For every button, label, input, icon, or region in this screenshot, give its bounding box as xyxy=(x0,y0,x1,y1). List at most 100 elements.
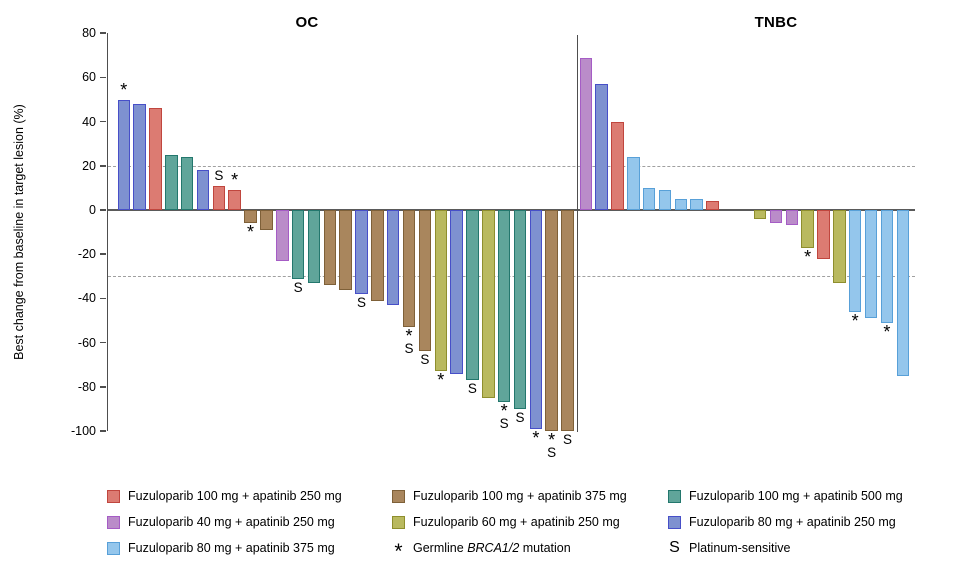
bar xyxy=(402,210,416,328)
legend-swatch-olive xyxy=(392,515,405,529)
legend-label: Fuzuloparib 100 mg + apatinib 250 mg xyxy=(128,489,342,503)
bar xyxy=(753,210,767,219)
legend-item: Fuzuloparib 100 mg + apatinib 500 mg xyxy=(668,483,903,509)
bar xyxy=(180,156,194,210)
legend-swatch-purple xyxy=(107,515,120,529)
legend-label: Fuzuloparib 60 mg + apatinib 250 mg xyxy=(413,515,620,529)
bar xyxy=(896,210,909,376)
bar xyxy=(355,210,368,294)
bar xyxy=(497,210,511,403)
legend-column: Fuzuloparib 100 mg + apatinib 250 mg Fuzu… xyxy=(107,483,342,561)
bar xyxy=(611,121,624,210)
y-tick-mark xyxy=(100,165,106,167)
y-tick-label: -80 xyxy=(77,379,96,394)
bar xyxy=(482,210,495,398)
s-symbol: S xyxy=(669,539,680,556)
bar xyxy=(561,210,574,431)
bar xyxy=(228,190,241,210)
y-tick-mark xyxy=(100,253,106,255)
brca-mutation-asterisk: * xyxy=(120,79,128,100)
y-tick-label: 20 xyxy=(82,158,96,173)
brca-mutation-asterisk: * xyxy=(532,427,540,448)
y-tick-label: -20 xyxy=(77,247,96,262)
brca-mutation-asterisk: * xyxy=(883,321,891,342)
bar xyxy=(196,170,210,210)
y-tick-mark xyxy=(100,341,106,344)
brca-mutation-asterisk: * xyxy=(804,246,812,267)
platinum-sensitive-s: S xyxy=(563,432,573,447)
brca-mutation-asterisk: * xyxy=(437,370,445,391)
brca-mutation-asterisk: * xyxy=(231,170,239,191)
platinum-sensitive-s: S xyxy=(515,409,525,425)
legend-label: Platinum-sensitive xyxy=(689,541,791,555)
legend-label: Fuzuloparib 100 mg + apatinib 375 mg xyxy=(413,489,627,503)
brca-mutation-asterisk: * xyxy=(247,222,255,243)
legend-item: Fuzuloparib 100 mg + apatinib 375 mg xyxy=(392,483,627,509)
bar xyxy=(513,210,527,409)
bar xyxy=(276,210,289,261)
legend-label: Fuzuloparib 100 mg + apatinib 500 mg xyxy=(689,489,903,503)
legend-item: Fuzuloparib 60 mg + apatinib 250 mg xyxy=(392,509,627,535)
bar xyxy=(627,156,640,210)
platinum-sensitive-s: S xyxy=(547,445,557,460)
legend-label: Fuzuloparib 40 mg + apatinib 250 mg xyxy=(128,515,335,529)
platinum-sensitive-s: S xyxy=(499,416,509,432)
bar xyxy=(339,210,352,290)
y-tick-mark xyxy=(100,120,106,123)
bar xyxy=(323,210,337,286)
brca-mutation-asterisk: * xyxy=(851,310,859,331)
legend-item: Fuzuloparib 80 mg + apatinib 375 mg xyxy=(107,535,342,561)
asterisk-symbol: * xyxy=(394,540,403,563)
y-axis-label: Best change from baseline in target lesi… xyxy=(12,104,26,360)
platinum-sensitive-s: S xyxy=(293,279,303,295)
bar xyxy=(864,210,878,319)
bar xyxy=(386,210,400,306)
brca-mutation-asterisk: * xyxy=(405,326,413,347)
legend-item: Fuzuloparib 40 mg + apatinib 250 mg xyxy=(107,509,342,535)
y-tick-label: -60 xyxy=(77,335,96,350)
legend-column: Fuzuloparib 100 mg + apatinib 375 mg Fuzu… xyxy=(392,483,627,563)
platinum-sensitive-s: S xyxy=(404,341,414,357)
bar xyxy=(579,57,592,210)
bar xyxy=(450,210,463,374)
reference-line xyxy=(108,276,915,278)
platinum-sensitive-s: S xyxy=(420,352,430,368)
bar xyxy=(817,210,830,259)
y-tick-label: -40 xyxy=(77,291,96,306)
bar xyxy=(291,210,305,279)
bar xyxy=(371,210,384,301)
y-tick-mark xyxy=(100,32,106,34)
bar xyxy=(260,210,273,230)
brca-mutation-asterisk: * xyxy=(548,430,556,450)
bar xyxy=(212,185,226,210)
y-tick-mark xyxy=(100,430,106,432)
bar xyxy=(117,99,130,210)
legend-item: * Germline BRCA1/2 mutation xyxy=(392,535,627,563)
platinum-sensitive-s: S xyxy=(467,381,477,397)
bar xyxy=(642,187,656,210)
legend-item: Fuzuloparib 100 mg + apatinib 250 mg xyxy=(107,483,342,509)
bar xyxy=(658,190,672,210)
legend-item: Fuzuloparib 80 mg + apatinib 250 mg xyxy=(668,509,903,535)
y-axis-line xyxy=(106,33,108,431)
y-tick-label: 80 xyxy=(82,26,96,41)
y-tick-mark xyxy=(100,297,106,300)
legend-item: S Platinum-sensitive xyxy=(668,535,903,561)
y-tick-label: 0 xyxy=(89,203,96,217)
legend-swatch-brown xyxy=(392,489,405,503)
bar xyxy=(244,210,257,224)
platinum-sensitive-s: S xyxy=(356,294,366,310)
bar xyxy=(165,154,178,210)
bar xyxy=(801,210,814,248)
bar xyxy=(833,210,846,283)
bar xyxy=(545,210,558,431)
bar xyxy=(848,210,862,312)
y-tick-label: 40 xyxy=(82,114,96,129)
y-tick-mark xyxy=(100,209,106,211)
bar xyxy=(706,201,719,210)
brca-mutation-asterisk: * xyxy=(500,401,508,422)
legend-label: Fuzuloparib 80 mg + apatinib 375 mg xyxy=(128,541,335,555)
legend-swatch-lightblue xyxy=(107,541,120,555)
panel-divider-line xyxy=(577,35,578,432)
